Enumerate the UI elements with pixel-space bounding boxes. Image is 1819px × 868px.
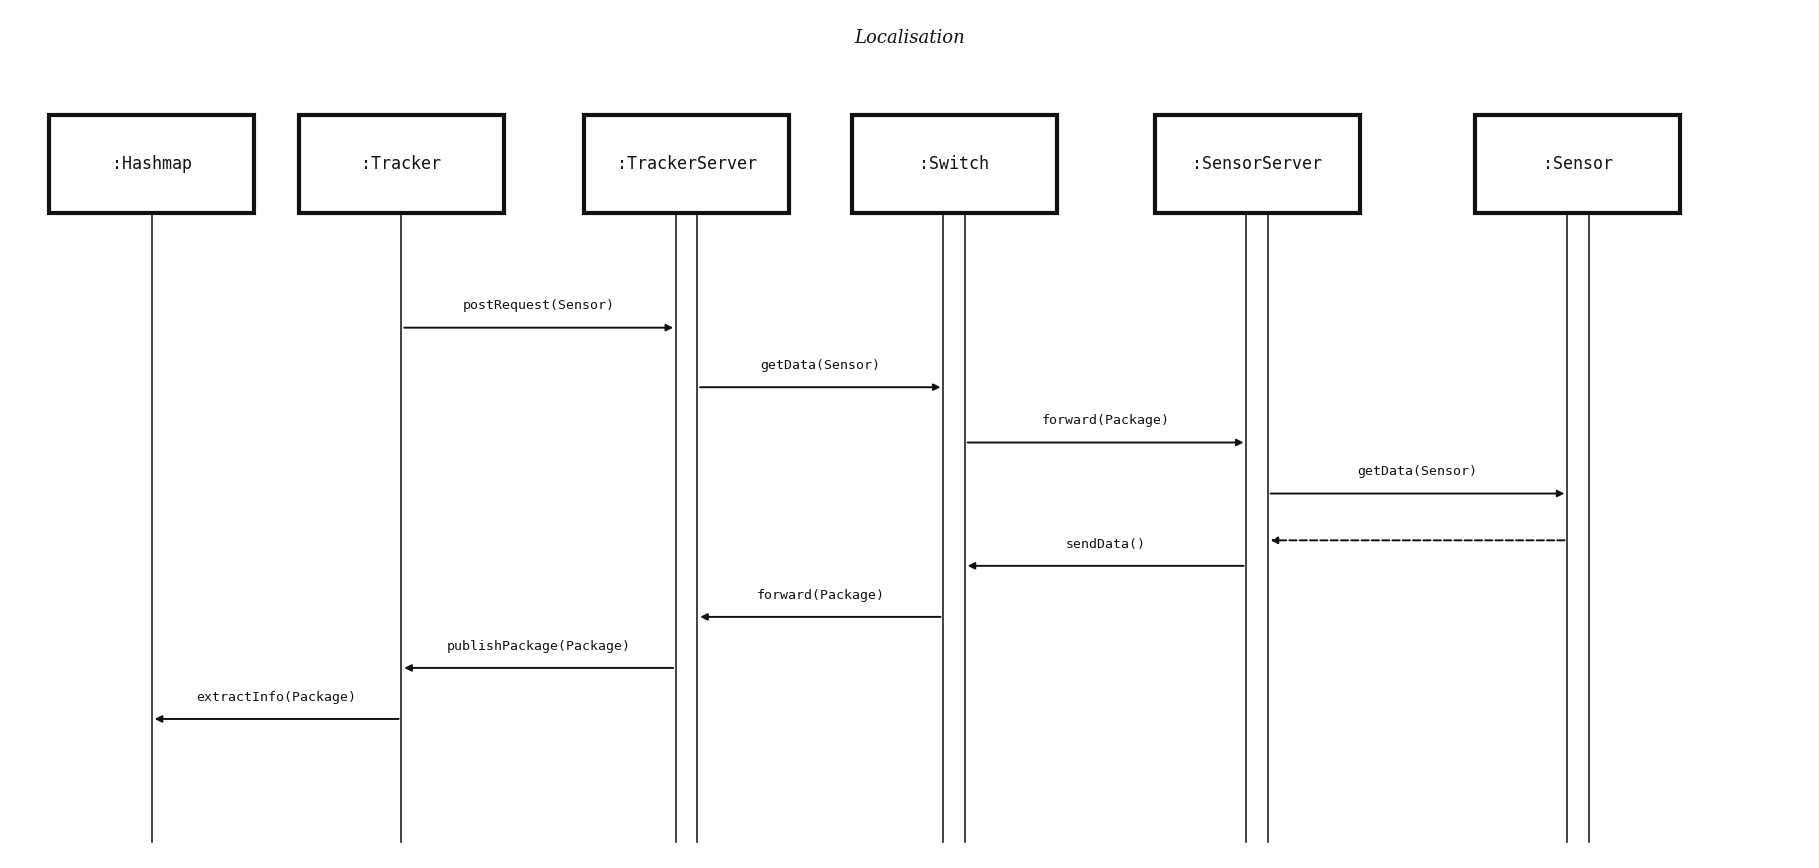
- Bar: [1155, 115, 1359, 213]
- Text: :Sensor: :Sensor: [1543, 155, 1613, 173]
- Text: getData(Sensor): getData(Sensor): [1357, 465, 1477, 478]
- Text: forward(Package): forward(Package): [757, 589, 884, 602]
- Text: :Hashmap: :Hashmap: [113, 155, 191, 173]
- Text: postRequest(Sensor): postRequest(Sensor): [462, 299, 615, 312]
- Bar: [851, 115, 1057, 213]
- Text: publishPackage(Package): publishPackage(Package): [447, 640, 631, 653]
- Text: :SensorServer: :SensorServer: [1191, 155, 1322, 173]
- Text: sendData(): sendData(): [1066, 537, 1146, 550]
- Bar: [1475, 115, 1681, 213]
- Text: forward(Package): forward(Package): [1042, 414, 1170, 427]
- Text: getData(Sensor): getData(Sensor): [760, 358, 880, 372]
- Text: extractInfo(Package): extractInfo(Package): [196, 691, 357, 704]
- Text: :TrackerServer: :TrackerServer: [617, 155, 757, 173]
- Text: :Tracker: :Tracker: [362, 155, 442, 173]
- Text: :Switch: :Switch: [919, 155, 990, 173]
- Bar: [298, 115, 504, 213]
- Bar: [584, 115, 789, 213]
- Bar: [49, 115, 255, 213]
- Text: Localisation: Localisation: [855, 30, 964, 48]
